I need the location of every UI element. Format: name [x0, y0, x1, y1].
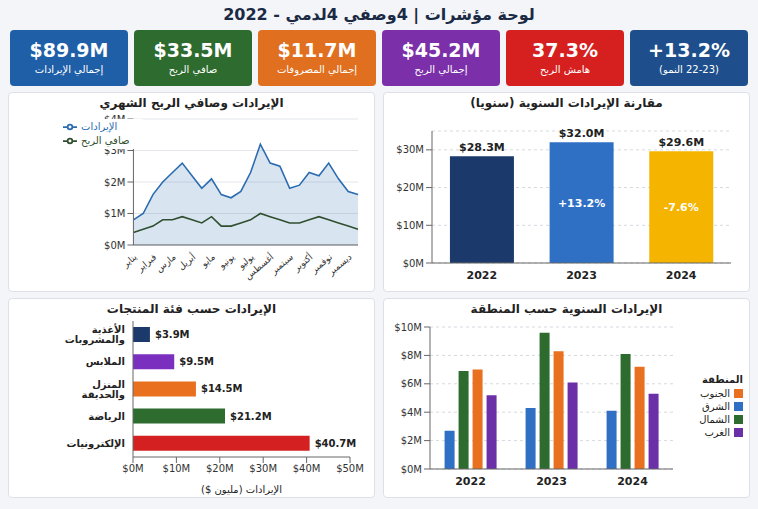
html-text:المنطقة: المنطقة — [702, 374, 743, 385]
html-text:37.3%: 37.3% — [532, 39, 598, 61]
svg-text:المنزلوالحديقة: المنزلوالحديقة — [82, 379, 125, 401]
svg-text:$4M: $4M — [401, 407, 422, 418]
svg-text:$2M: $2M — [104, 177, 125, 188]
svg-text:2023: 2023 — [566, 269, 597, 282]
html-text:إجمالي الربح: إجمالي الربح — [414, 64, 468, 75]
svg-text:$3.9M: $3.9M — [155, 329, 190, 340]
svg-text:$50M: $50M — [336, 463, 364, 474]
svg-text:$6M: $6M — [401, 378, 422, 389]
html-text:(22-23 النمو): (22-23 النمو) — [659, 64, 719, 75]
svg-text:$20M: $20M — [396, 182, 424, 193]
svg-text:$21.2M: $21.2M — [230, 411, 272, 422]
svg-text:أغسطس: أغسطس — [243, 251, 276, 282]
html-text:الشمال: الشمال — [699, 414, 730, 425]
svg-text:مارس: مارس — [154, 252, 178, 274]
svg-text:يوليو: يوليو — [236, 251, 256, 271]
svg-text:الرياضة: الرياضة — [88, 411, 125, 423]
svg-text:$40.7M: $40.7M — [315, 438, 357, 449]
svg-text:$28.3M: $28.3M — [459, 141, 505, 154]
svg-text:$10M: $10M — [163, 463, 191, 474]
svg-text:ديسمبر: ديسمبر — [325, 252, 353, 278]
svg-text:سبتمبر: سبتمبر — [268, 252, 295, 277]
svg-text:نوفمبر: نوفمبر — [309, 251, 335, 276]
html-text:الإيرادات حسب فئة المنتجات: الإيرادات حسب فئة المنتجات — [106, 302, 277, 316]
svg-text:$1M: $1M — [104, 208, 125, 219]
svg-text:الملابس: الملابس — [86, 356, 125, 368]
html-text:مقارنة الإيرادات السنوية (سنوي: مقارنة الإيرادات السنوية (سنويا) — [470, 96, 663, 110]
svg-text:$40M: $40M — [293, 463, 321, 474]
svg-text:2022: 2022 — [455, 475, 486, 488]
svg-text:-7.6%: -7.6% — [664, 201, 699, 214]
html-text:صافي الربح: صافي الربح — [168, 64, 218, 75]
svg-text:$29.6M: $29.6M — [658, 136, 704, 149]
svg-text:$20M: $20M — [206, 463, 234, 474]
html-text:صافي الربح: صافي الربح — [81, 135, 130, 146]
html-text:الجنوب: الجنوب — [700, 388, 730, 399]
html-text:هامش الربح: هامش الربح — [539, 64, 591, 75]
html-text:الإيرادات: الإيرادات — [81, 121, 118, 132]
svg-text:مايو: مايو — [198, 252, 217, 270]
svg-text:$10M: $10M — [396, 220, 424, 231]
svg-text:أبريل: أبريل — [176, 251, 198, 272]
svg-text:$0M: $0M — [401, 464, 422, 475]
html-text:الغرب: الغرب — [704, 427, 730, 438]
svg-text:$0M: $0M — [122, 463, 143, 474]
svg-text:$30M: $30M — [396, 144, 424, 155]
html-text:$33.5M: $33.5M — [153, 39, 233, 61]
svg-text:$4M: $4M — [104, 114, 125, 125]
html-text:الإيرادات السنوية حسب المنطقة: الإيرادات السنوية حسب المنطقة — [470, 302, 663, 316]
html-text:إجمالي الإيرادات: إجمالي الإيرادات — [34, 64, 104, 75]
svg-text:2024: 2024 — [666, 269, 697, 282]
svg-text:+13.2%: +13.2% — [558, 197, 605, 210]
svg-text:يناير: يناير — [120, 251, 139, 270]
svg-text:فبراير: فبراير — [134, 252, 158, 274]
html-text:الشرق: الشرق — [702, 401, 730, 412]
html-text:الإيرادات وصافي الربح الشهري: الإيرادات وصافي الربح الشهري — [99, 96, 284, 110]
svg-text:2022: 2022 — [467, 269, 498, 282]
svg-text:يونيو: يونيو — [216, 251, 237, 271]
svg-text:$0M: $0M — [104, 240, 125, 251]
svg-text:2023: 2023 — [536, 475, 567, 488]
svg-text:$2M: $2M — [401, 435, 422, 446]
svg-text:$14.5M: $14.5M — [201, 383, 243, 394]
svg-text:الأغذيةوالمشروبات: الأغذيةوالمشروبات — [65, 323, 125, 346]
html-text:$89.9M: $89.9M — [29, 39, 109, 61]
svg-text:$3M: $3M — [104, 145, 125, 156]
svg-text:$0M: $0M — [403, 258, 424, 269]
svg-text:$10M: $10M — [394, 322, 422, 333]
svg-text:$30M: $30M — [249, 463, 277, 474]
html-text:+13.2%: +13.2% — [648, 39, 730, 61]
svg-text:$9.5M: $9.5M — [179, 356, 214, 367]
svg-text:الإلكترونيات: الإلكترونيات — [66, 438, 125, 450]
html-text:$11.7M: $11.7M — [277, 39, 357, 61]
html-text:لوحة مؤشرات | 4وصفي 4لدمي - 20: لوحة مؤشرات | 4وصفي 4لدمي - 2022 — [223, 5, 535, 24]
html-text:إجمالي المصروفات: إجمالي المصروفات — [276, 64, 358, 75]
html-text:$45.2M: $45.2M — [401, 39, 481, 61]
svg-text:أكتوبر: أكتوبر — [291, 251, 315, 274]
svg-text:$8M: $8M — [401, 350, 422, 361]
svg-text:الإيرادات (مليون $): الإيرادات (مليون $) — [201, 484, 282, 495]
svg-text:$32.0M: $32.0M — [559, 127, 605, 140]
svg-text:2024: 2024 — [617, 475, 648, 488]
